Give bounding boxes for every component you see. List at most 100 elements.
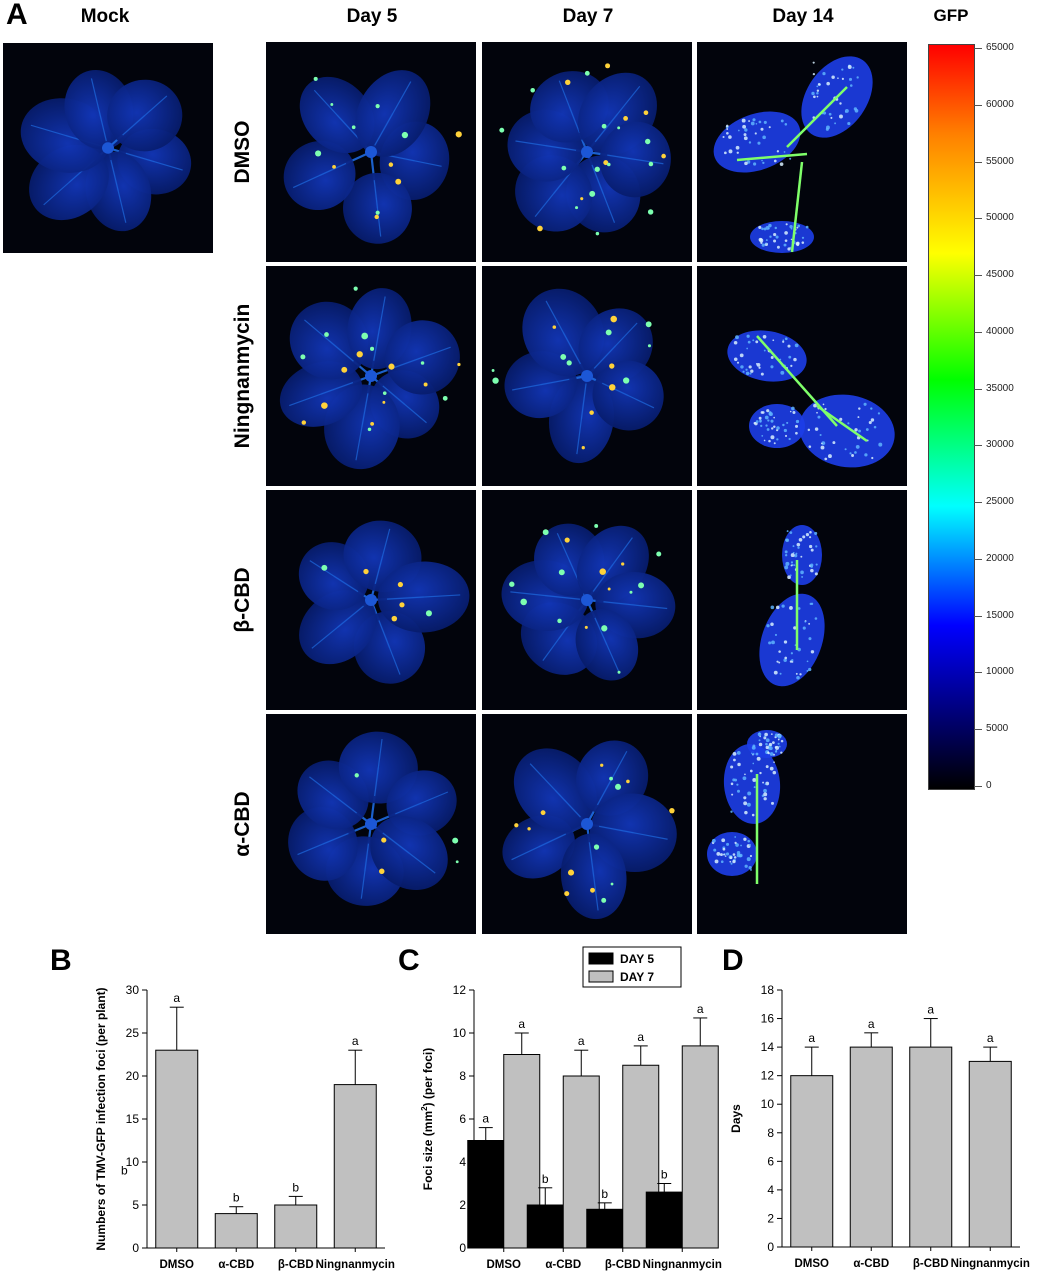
chart-b: 0 5 10 15 20 25 30 DMSO a α-CBD b β-CBD b Ningnanmyci… (94, 983, 395, 1271)
vein-fluorescence (736, 151, 739, 154)
vein-fluorescence (723, 853, 725, 856)
vein-fluorescence (810, 548, 814, 552)
infection-focus (499, 127, 505, 133)
vein-fluorescence (813, 403, 817, 408)
vein-fluorescence (808, 445, 812, 448)
vein-fluorescence (744, 810, 748, 815)
vein-fluorescence (769, 752, 774, 756)
y-axis-label-text: ) (per foci) (421, 1048, 435, 1107)
infection-focus (382, 391, 387, 395)
vein-fluorescence (746, 347, 749, 350)
vein-fluorescence (773, 416, 775, 419)
vein-fluorescence (761, 159, 763, 162)
infection-focus (565, 79, 571, 86)
infection-focus (520, 598, 528, 606)
colorbar-tick-mark (974, 161, 982, 163)
vein-fluorescence (744, 161, 748, 166)
vein-fluorescence (742, 124, 747, 129)
infection-focus (607, 587, 611, 591)
vein-fluorescence (752, 777, 757, 782)
vein-fluorescence (753, 786, 756, 789)
infection-focus (645, 138, 651, 145)
leaf-vein (90, 78, 107, 142)
y-tick-label: 25 (126, 1026, 140, 1040)
infection-focus (561, 165, 567, 171)
infection-focus (607, 162, 611, 167)
x-tick-label: Ningnanmycin (316, 1259, 395, 1271)
bar (681, 1045, 719, 1249)
vein-fluorescence (773, 670, 778, 675)
vein-fluorescence (739, 853, 743, 858)
infection-focus (353, 286, 358, 291)
infected-leaf (799, 394, 895, 468)
infection-focus (623, 115, 628, 121)
legend-swatch (588, 970, 614, 983)
vein-fluorescence (777, 734, 782, 739)
vein-fluorescence (768, 746, 773, 751)
vein-fluorescence (732, 752, 737, 756)
vein-fluorescence (747, 340, 751, 344)
colorbar-tick-label: 60000 (986, 98, 1014, 110)
colorbar-tick-mark (974, 615, 982, 617)
plant-center (581, 146, 593, 158)
legend-label: DAY 7 (620, 970, 654, 984)
infection-focus (614, 783, 622, 790)
infection-focus (313, 76, 318, 81)
vein-fluorescence (854, 451, 857, 454)
infection-focus (491, 369, 495, 372)
leaf-vein (558, 80, 581, 134)
infection-focus (669, 807, 675, 814)
y-tick-label: 6 (767, 1154, 774, 1168)
infection-focus (589, 190, 596, 197)
vein-fluorescence (809, 536, 812, 539)
vein-fluorescence (773, 425, 776, 428)
vein-fluorescence (817, 83, 821, 86)
infection-focus (537, 225, 543, 232)
vein-fluorescence (748, 141, 752, 144)
vein-fluorescence (763, 788, 767, 793)
colorbar-tick-mark (974, 388, 982, 390)
infection-focus (557, 618, 562, 624)
row-label-beta-cbd: β-CBD (231, 567, 254, 633)
vein-fluorescence (868, 420, 872, 425)
x-tick-label: DMSO (160, 1259, 195, 1271)
vein-fluorescence (791, 659, 794, 662)
infection-focus (558, 569, 565, 576)
infection-focus (542, 529, 549, 536)
vein-fluorescence (780, 119, 784, 123)
vein-fluorescence (809, 530, 812, 534)
vein-fluorescence (759, 238, 764, 243)
infection-focus (593, 844, 600, 850)
vein-fluorescence (746, 802, 751, 807)
vein-fluorescence (789, 410, 792, 413)
image-dmso-day-14 (697, 42, 907, 262)
vein-fluorescence (728, 135, 732, 139)
bar (968, 1060, 1012, 1248)
vein-fluorescence (795, 241, 800, 246)
vein-fluorescence (757, 141, 761, 145)
image-alpha-cbd-day-7 (482, 714, 692, 934)
infection-focus (514, 823, 519, 828)
vein-fluorescence (767, 419, 770, 422)
vein-fluorescence (759, 735, 761, 738)
vein-fluorescence (750, 369, 754, 373)
vein-fluorescence (792, 545, 795, 548)
leaf-vein (309, 560, 359, 593)
vein-fluorescence (743, 837, 747, 841)
vein-fluorescence (749, 372, 752, 375)
colorbar-tick-mark (974, 48, 982, 49)
plant-center (581, 594, 593, 606)
image-ningnanmycin-day-5 (266, 266, 476, 486)
y-tick-label: 14 (761, 1040, 775, 1054)
vein-fluorescence (786, 421, 789, 424)
vein-fluorescence (774, 226, 777, 230)
plant-center (365, 594, 377, 606)
infection-focus (621, 562, 625, 566)
leaf-vein (598, 825, 668, 840)
vein-fluorescence (732, 859, 736, 864)
vein-fluorescence (735, 145, 740, 150)
vein-fluorescence (750, 121, 755, 126)
y-tick-label: 2 (767, 1211, 774, 1225)
bar-charts: 051015202530DMSOaα-CBDbβ-CBDbNingnanmyci… (94, 946, 1030, 1271)
vein-fluorescence (760, 241, 763, 245)
